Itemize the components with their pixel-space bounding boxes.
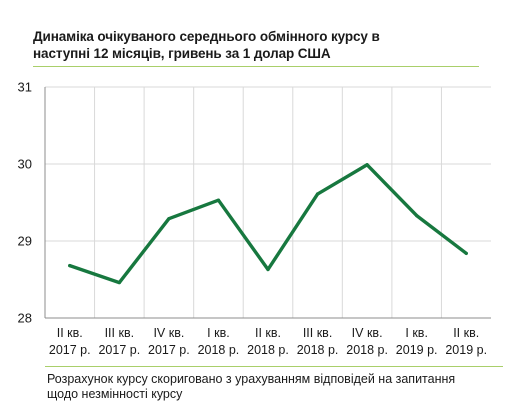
chart-title: Динаміка очікуваного середнього обмінног… [33,28,493,62]
chart-title-line-1: Динаміка очікуваного середнього обмінног… [33,29,380,44]
x-tick-label-year: 2018 р. [346,343,388,357]
gridlines [45,86,491,318]
data-point [415,213,419,218]
x-tick-label-quarter: II кв. [255,326,281,340]
data-point [216,198,221,202]
x-tick-label-quarter: III кв. [303,326,332,340]
x-tick-label-year: 2018 р. [198,343,240,357]
footnote-divider [45,366,503,367]
x-tick-label-year: 2017 р. [148,343,190,357]
y-tick-label: 29 [18,234,32,249]
x-tick-label-year: 2017 р. [98,343,140,357]
x-tick-label: II кв. 2017 р. [49,326,91,357]
x-tick-label: I кв. 2019 р. [396,326,438,357]
x-tick-label: II кв. 2018 р. [247,326,289,357]
x-tick-label-quarter: III кв. [105,326,134,340]
x-tick-label-quarter: IV кв. [153,326,184,340]
x-tick-label: I кв. 2018 р. [198,326,240,357]
chart-title-line-2: наступні 12 місяців, гривень за 1 долар … [33,46,331,61]
axes [44,87,491,319]
x-tick-label-year: 2019 р. [396,343,438,357]
x-tick-label-year: 2019 р. [445,343,487,357]
y-tick-label: 28 [18,311,32,326]
x-tick-label-quarter: I кв. [405,326,428,340]
x-tick-label: III кв. 2018 р. [297,326,339,357]
series-line [68,163,468,285]
y-tick-label: 30 [18,157,32,172]
y-tick-label: 31 [18,80,32,95]
data-point [167,217,171,221]
x-tick-label-quarter: I кв. [207,326,230,340]
footnote-line-2: щодо незмінності курсу [47,387,183,401]
x-tick-label-year: 2018 р. [247,343,289,357]
x-tick-label: II кв. 2019 р. [445,326,487,357]
x-tick-label-quarter: II кв. [453,326,479,340]
data-point [365,163,369,167]
data-point [68,264,72,268]
footnote-line-1: Розрахунок курсу скориговано з урахуванн… [47,372,456,386]
data-point [464,251,468,255]
data-point [315,192,320,196]
x-tick-label-quarter: II кв. [57,326,83,340]
x-tick-label-year: 2017 р. [49,343,91,357]
chart-footnote: Розрахунок курсу скориговано з урахуванн… [47,372,509,402]
title-divider [33,66,479,67]
x-tick-label: III кв. 2017 р. [98,326,140,357]
series [68,163,468,285]
x-tick-label: IV кв. 2017 р. [148,326,190,357]
data-point [266,267,270,272]
x-tick-label: IV кв. 2018 р. [346,326,388,357]
x-tick-label-year: 2018 р. [297,343,339,357]
data-point [117,280,121,285]
x-tick-label-quarter: IV кв. [352,326,383,340]
